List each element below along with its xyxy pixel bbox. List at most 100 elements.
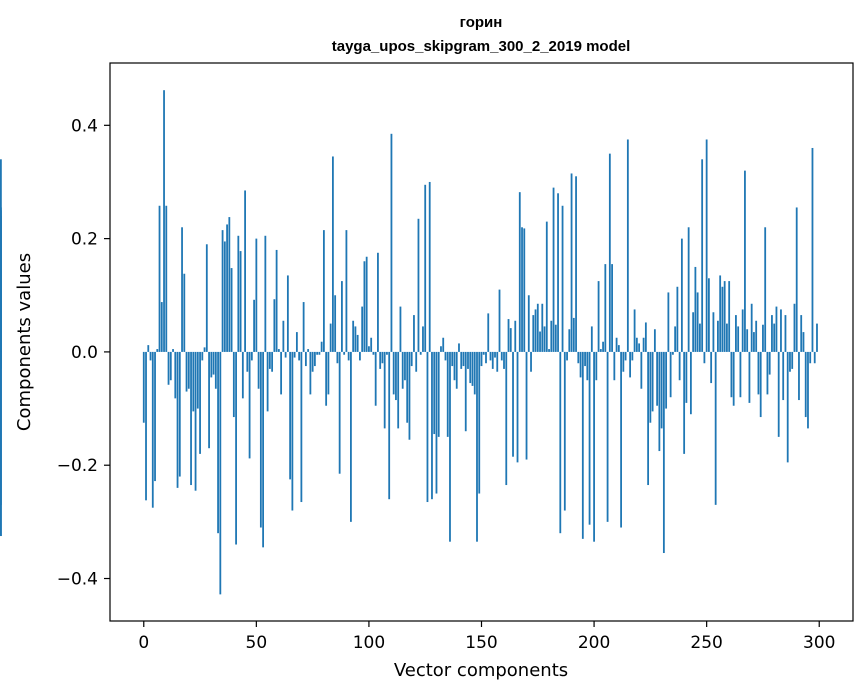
bar-114 [399,306,402,352]
bar-102 [372,351,375,355]
bar-204 [602,341,604,352]
bar-233 [667,292,670,352]
bar-299 [816,323,818,352]
bar-14 [174,351,177,399]
bar-70 [300,351,303,503]
bar-166 [516,351,519,463]
bar-218 [633,309,636,352]
bar-199 [590,326,593,352]
bar-141 [460,351,463,369]
bar-251 [708,278,710,352]
bar-26 [201,351,204,361]
bar-97 [361,306,364,352]
y-tick-label: 0.4 [71,116,98,136]
bar-163 [509,328,512,352]
bar-96 [359,351,361,361]
bar-213 [622,351,625,372]
bar-136 [449,351,451,542]
bar-260 [728,281,731,352]
bar-239 [680,238,683,352]
bar-119 [410,351,413,367]
bar-240 [683,351,686,454]
bar-167 [518,192,521,352]
bar-24 [196,351,199,409]
bar-117 [406,351,409,423]
bar-249 [703,351,706,364]
bar-89 [343,351,346,355]
bar-220 [638,343,641,352]
bar-27 [203,347,206,352]
bar-295 [807,351,809,429]
bar-171 [527,295,530,352]
bar-247 [699,323,701,352]
bar-208 [611,264,613,352]
bar-229 [658,351,661,452]
bar-156 [494,351,496,358]
bar-83 [329,323,332,352]
bar-281 [775,306,778,352]
bar-139 [455,351,458,389]
bar-266 [741,309,744,352]
bar-150 [480,351,483,367]
bar-33 [217,351,219,534]
bar-243 [689,351,692,415]
bar-13 [172,349,174,352]
bar-227 [653,329,656,352]
bar-198 [588,351,591,525]
bar-206 [606,351,609,522]
bar-9 [163,90,165,352]
bar-82 [327,351,330,395]
bar-138 [453,351,456,381]
bar-187 [563,351,566,511]
bar-145 [469,351,472,384]
bar-296 [809,351,812,364]
bar-286 [786,351,789,463]
bar-234 [669,351,672,398]
bar-222 [642,337,645,352]
x-tick-label: 50 [246,633,268,653]
bar-297 [811,147,814,352]
bar-237 [676,286,679,352]
bar-140 [458,343,460,352]
bar-53 [262,351,264,548]
bar-287 [789,351,791,372]
bar-184 [557,193,559,352]
bar-224 [647,351,650,486]
bar-48 [250,351,253,361]
bar-277 [766,351,769,395]
bar-67 [293,351,296,358]
bar-95 [356,334,359,352]
bar-79 [320,341,323,352]
bar-236 [674,326,677,352]
bar-108 [386,351,388,355]
bar-81 [325,351,328,406]
bar-211 [617,345,620,352]
bar-60 [277,349,280,352]
bar-288 [791,351,794,369]
bar-244 [692,312,695,352]
y-tick-label: 0.2 [71,230,98,250]
bar-161 [505,351,508,486]
bar-144 [467,351,469,369]
bar-155 [491,351,494,369]
bar-41 [235,351,237,545]
bar-292 [800,315,803,352]
x-tick-label: 300 [803,633,835,653]
bar-68 [295,332,298,352]
bar-series [0,90,818,595]
bar-94 [354,326,357,352]
bar-107 [383,351,386,429]
bar-16 [178,351,181,477]
bar-298 [813,351,816,364]
bar-151 [482,351,485,355]
bar-40 [232,351,235,418]
bar-80 [322,230,325,352]
bar-149 [478,351,481,494]
bar-221 [640,351,643,389]
bar-76 [313,351,316,367]
bar-50 [255,238,258,352]
bar-4 [151,351,154,508]
bar-265 [739,351,742,398]
bar-92 [350,351,352,522]
bar-45 [244,190,246,352]
